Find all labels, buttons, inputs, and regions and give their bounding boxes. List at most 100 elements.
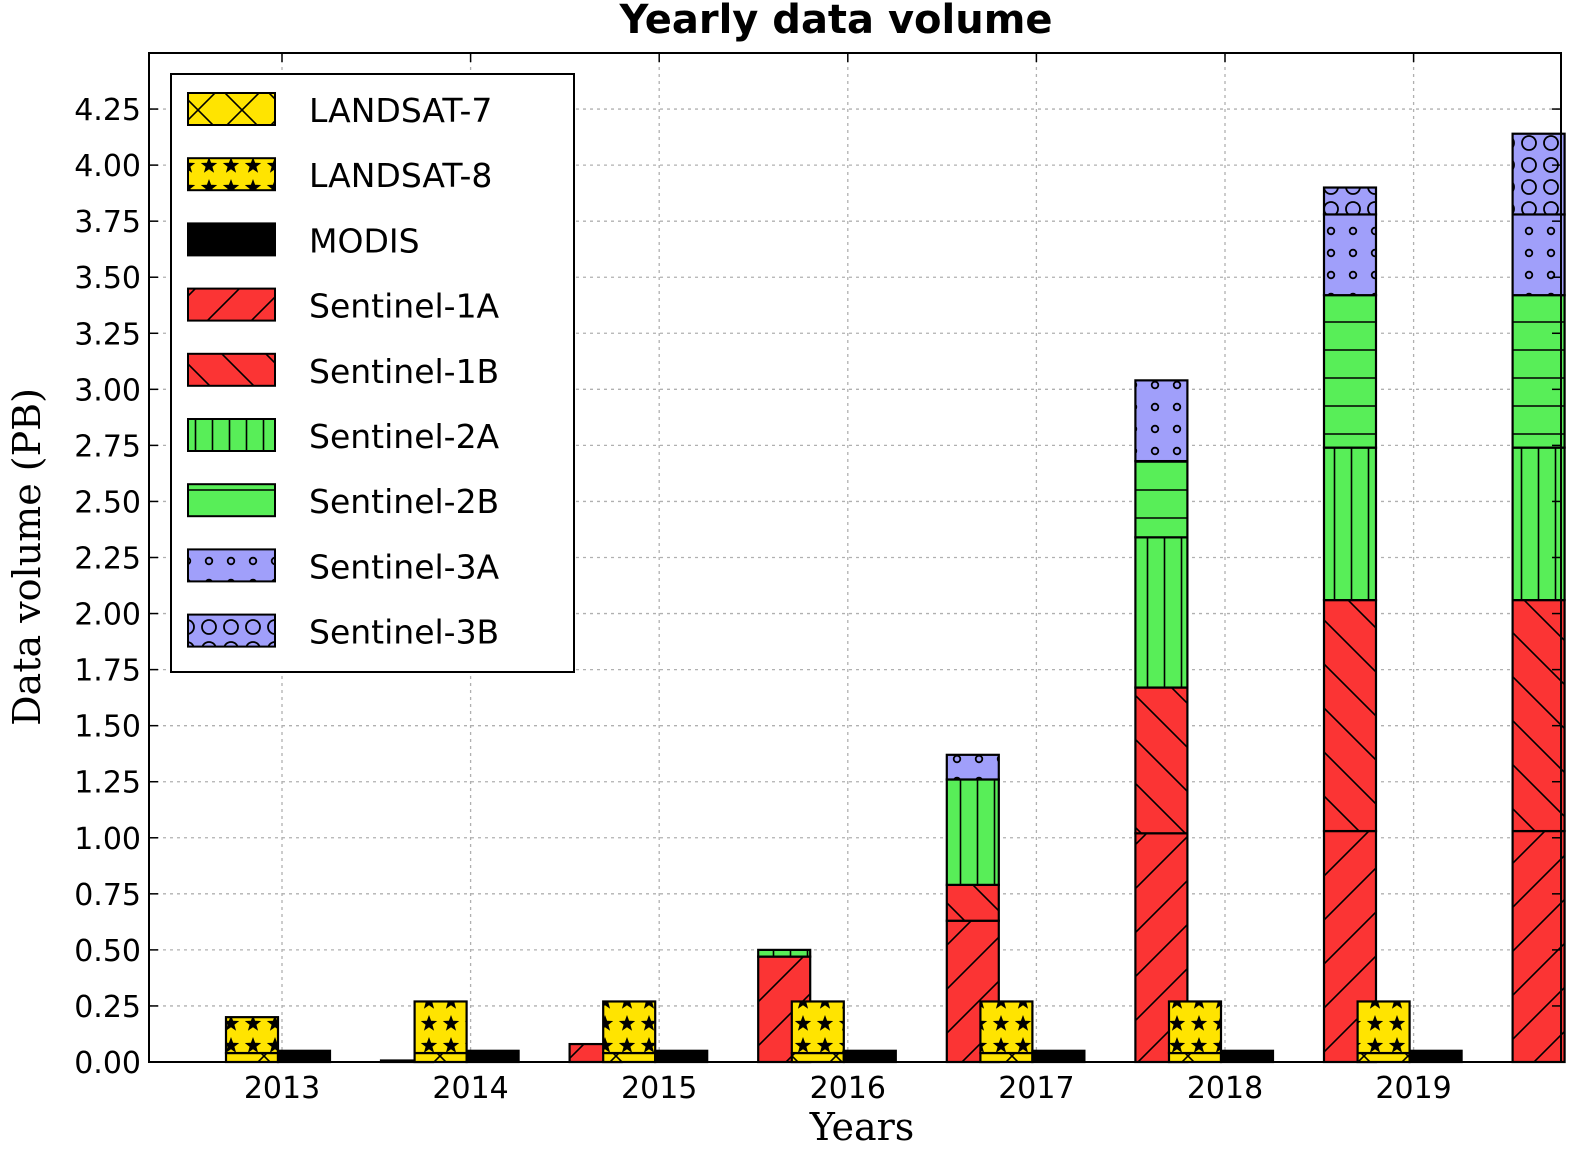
legend-swatch-hatch-sentinel-2b	[188, 484, 275, 517]
y-tick-label: 3.75	[74, 205, 141, 240]
bar-sentinel-1b-2016-hatch	[946, 884, 999, 921]
y-tick-label: 1.00	[74, 822, 141, 857]
bar-landsat-8-2019-edge	[1356, 1000, 1411, 1055]
bar-landsat-8-2014-hatch	[414, 1001, 467, 1054]
legend-label-landsat-7: LANDSAT-7	[309, 91, 492, 130]
bar-sentinel-3b-2018-edge	[1322, 186, 1378, 216]
bar-modis-2014	[466, 1050, 519, 1062]
bar-sentinel-3a-2018-hatch	[1324, 214, 1376, 296]
y-tick-label: 0.75	[74, 878, 141, 913]
bar-sentinel-3a-2017-hatch	[1135, 380, 1188, 462]
bar-landsat-8-2017-hatch	[980, 1001, 1033, 1054]
legend-swatch-hatch-sentinel-2a	[188, 419, 275, 451]
bar-landsat-7-2018-hatch	[1169, 1053, 1221, 1062]
legend-swatch-hatch-sentinel-1a	[188, 288, 275, 321]
y-tick-label: 3.25	[74, 317, 141, 352]
legend-swatch-edge-landsat-8	[187, 157, 276, 192]
axis-ticks: 0.00 0.25 0.50 0.75 1.00 1.25 1.50 1.75 2.00 2.25…	[74, 53, 1561, 1106]
bar-sentinel-3a-2017-edge	[1134, 379, 1189, 463]
bar-modis-2015	[655, 1050, 708, 1062]
bar-sentinel-1a-2019-hatch	[1512, 831, 1565, 1062]
legend-label-sentinel-2b: Sentinel-2B	[309, 482, 499, 521]
y-tick-label: 1.50	[74, 710, 141, 745]
bar-sentinel-2a-2019-hatch	[1512, 447, 1565, 601]
bar-sentinel-2b-2019-hatch	[1512, 295, 1565, 448]
bar-sentinel-1b-2018-hatch	[1324, 600, 1376, 832]
legend-label-landsat-8: LANDSAT-8	[309, 156, 492, 195]
bar-landsat-8-2013-edge	[224, 1016, 280, 1055]
legend-swatch-edge-sentinel-3b	[187, 613, 276, 648]
legend-label-sentinel-1b: Sentinel-1B	[309, 352, 499, 391]
y-tick-label: 0.50	[74, 934, 141, 969]
y-tick-label: 2.50	[74, 485, 141, 520]
legend-swatch-edge-sentinel-2b	[187, 483, 276, 518]
legend-swatch-hatch-sentinel-3a	[188, 549, 275, 582]
bar-landsat-8-2017-edge	[979, 1000, 1034, 1055]
bar-landsat-8-2015-edge	[602, 1000, 657, 1055]
bar-sentinel-1b-2019-hatch	[1512, 600, 1565, 832]
y-tick-label: 3.50	[74, 261, 141, 296]
x-axis-label: Years	[809, 1105, 915, 1149]
bar-sentinel-2b-2018-hatch	[1324, 295, 1376, 448]
bar-sentinel-3b-2019-hatch	[1512, 133, 1565, 215]
y-tick-label: 3.00	[74, 373, 141, 408]
bar-sentinel-2a-2015-edge	[757, 948, 812, 958]
bar-landsat-7-2013-hatch	[226, 1053, 278, 1062]
legend-swatch-hatch-landsat-8	[188, 158, 275, 191]
bar-landsat-7-2019-hatch	[1357, 1053, 1410, 1062]
y-axis-label: Data volume (PB)	[5, 388, 49, 726]
bar-modis-2013	[278, 1050, 330, 1062]
legend-swatch-hatch-sentinel-1b	[188, 353, 275, 386]
bar-sentinel-3a-2016-hatch	[946, 754, 999, 780]
bar-landsat-7-2015-hatch	[603, 1053, 656, 1062]
y-tick-label: 1.75	[74, 654, 141, 689]
bar-landsat-8-2019-hatch	[1357, 1001, 1410, 1054]
legend-swatch-modis	[188, 223, 275, 256]
bar-landsat-8-2014-edge	[413, 1000, 468, 1055]
x-tick-label: 2013	[244, 1071, 320, 1106]
bar-landsat-8-2018-edge	[1167, 1000, 1223, 1055]
legend-swatch-edge-sentinel-2a	[187, 418, 276, 452]
y-tick-label: 2.75	[74, 429, 141, 464]
bar-sentinel-2a-2016-hatch	[946, 779, 999, 885]
bar-modis-2016	[843, 1050, 896, 1062]
bar-landsat-7-2017-hatch	[980, 1053, 1033, 1062]
x-tick-label: 2017	[998, 1071, 1074, 1106]
y-tick-label: 1.25	[74, 766, 141, 801]
bar-sentinel-3b-2018-hatch	[1324, 187, 1376, 215]
y-tick-label: 2.00	[74, 598, 141, 633]
bar-sentinel-2a-2018-hatch	[1324, 447, 1376, 601]
legend-label-sentinel-3b: Sentinel-3B	[309, 613, 499, 652]
bar-modis-2017	[1032, 1050, 1085, 1062]
legend-label-sentinel-1a: Sentinel-1A	[309, 287, 500, 326]
x-tick-label: 2014	[432, 1071, 508, 1106]
legend-swatch-edge-sentinel-3a	[187, 548, 276, 583]
bar-modis-2018	[1221, 1050, 1273, 1062]
bar-landsat-8-2016-hatch	[791, 1001, 844, 1054]
y-tick-label: 4.00	[74, 149, 141, 184]
y-tick-label: 2.25	[74, 542, 141, 577]
chart-title: Yearly data volume	[618, 0, 1052, 43]
bar-sentinel-1b-2017-hatch	[1135, 687, 1188, 834]
y-tick-label: 0.25	[74, 990, 141, 1025]
bar-sentinel-3b-2019-edge	[1511, 132, 1566, 216]
bar-sentinel-2b-2017-hatch	[1135, 461, 1188, 538]
bar-landsat-8-2015-hatch	[603, 1001, 656, 1054]
legend-swatch-hatch-sentinel-3b	[188, 614, 275, 647]
legend-label-sentinel-2a: Sentinel-2A	[309, 417, 500, 456]
x-tick-label: 2019	[1375, 1071, 1451, 1106]
bar-sentinel-3a-2016-edge	[945, 753, 1000, 781]
bar-modis-2019	[1409, 1050, 1462, 1062]
legend-swatch-hatch-landsat-7	[188, 93, 275, 125]
x-tick-label: 2015	[621, 1071, 697, 1106]
bar-landsat-8-2013-hatch	[226, 1017, 278, 1054]
legend-swatch-edge-modis	[187, 222, 276, 257]
x-tick-label: 2016	[810, 1071, 886, 1106]
y-tick-label: 4.25	[74, 93, 141, 128]
bar-landsat-7-2014-hatch	[414, 1053, 467, 1062]
legend: LANDSAT-7 LANDSAT-8 MODIS Sentinel-1A Sentin…	[170, 73, 575, 673]
bar-sentinel-2a-2015-hatch	[758, 949, 811, 957]
bar-landsat-8-2018-hatch	[1169, 1001, 1221, 1054]
